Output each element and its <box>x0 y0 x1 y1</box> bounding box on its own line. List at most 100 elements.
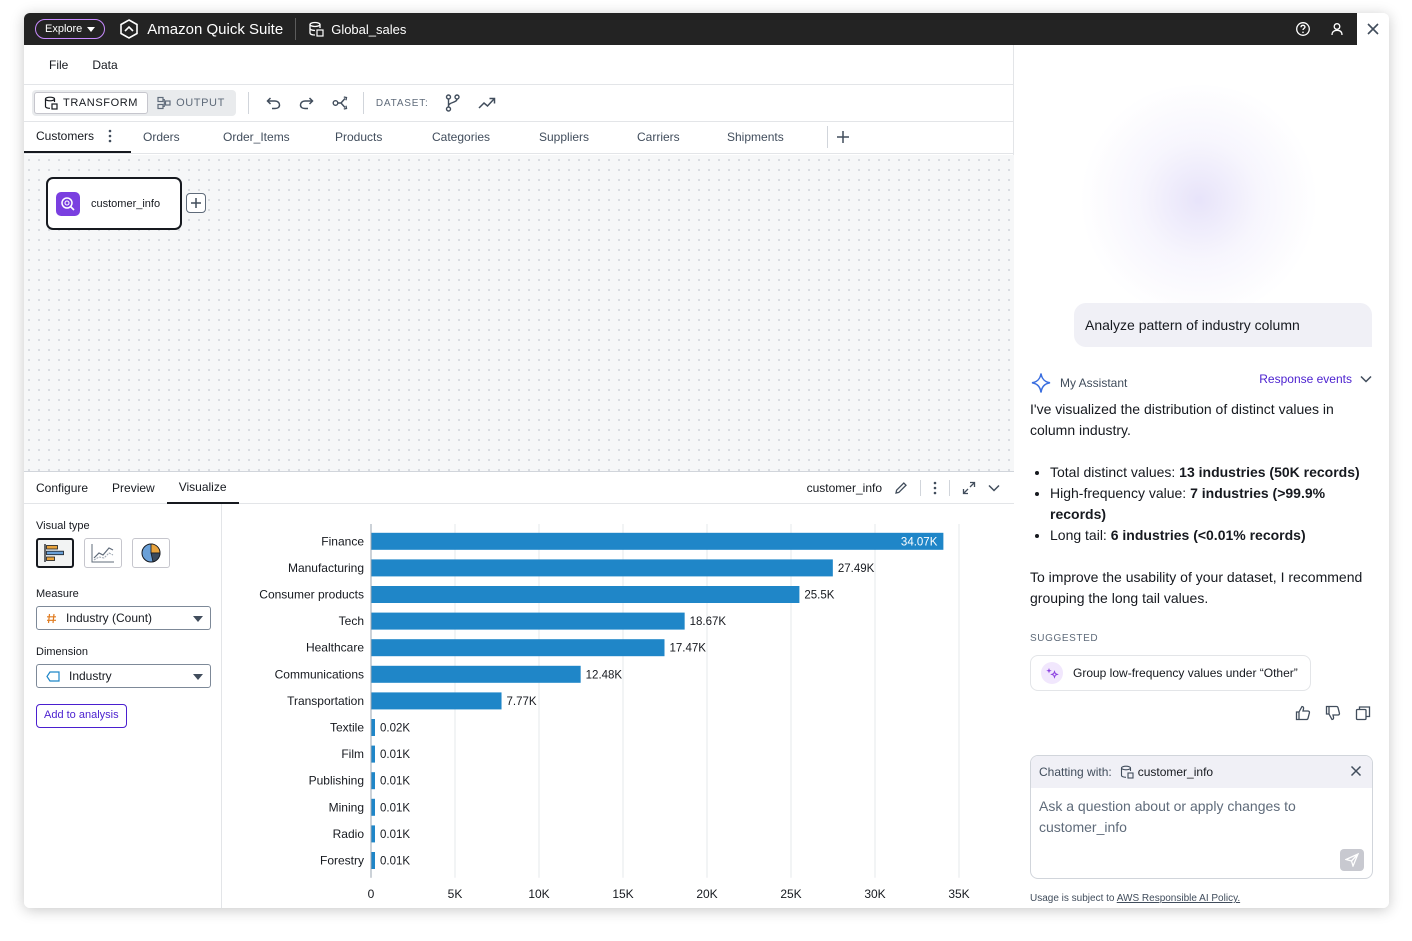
bullet-prefix: High-frequency value: <box>1050 485 1191 501</box>
trend-button[interactable] <box>475 91 499 115</box>
suggestion-chip[interactable]: Group low-frequency values under “Other” <box>1030 655 1311 691</box>
add-step-button[interactable] <box>186 193 206 213</box>
x-tick-label: 35K <box>948 887 969 901</box>
pie-chart-icon <box>141 543 161 563</box>
tab-order-items[interactable]: Order_Items <box>217 121 335 153</box>
line-chart-icon <box>91 544 114 563</box>
tab-configure[interactable]: Configure <box>24 472 100 504</box>
transform-canvas[interactable]: customer_info <box>24 155 1014 471</box>
bottom-panel: Configure Preview Visualize customer_inf… <box>24 471 1014 908</box>
user-icon[interactable] <box>1329 21 1345 37</box>
response-events-toggle[interactable]: Response events <box>1259 372 1372 386</box>
redo-button[interactable] <box>295 91 319 115</box>
dimension-value: Industry <box>69 669 112 683</box>
bar-chart-option[interactable] <box>36 538 74 568</box>
bar <box>371 719 375 736</box>
chat-composer: Chatting with: customer_info Ask a quest… <box>1030 755 1373 879</box>
more-vertical-icon[interactable] <box>108 129 112 143</box>
close-window-button[interactable] <box>1357 13 1389 45</box>
menu-file[interactable]: File <box>49 57 69 72</box>
category-label: Mining <box>329 800 364 814</box>
tab-visualize[interactable]: Visualize <box>166 472 239 504</box>
customer-info-node[interactable]: customer_info <box>46 177 182 230</box>
category-label: Textile <box>330 721 364 735</box>
data-label: 7.77K <box>507 696 537 708</box>
data-label: 0.01K <box>380 749 410 761</box>
share-flow-button[interactable] <box>329 91 353 115</box>
output-button[interactable]: OUTPUT <box>148 92 234 114</box>
horizontal-bar-icon <box>44 544 64 562</box>
add-to-analysis-button[interactable]: Add to analysis <box>36 704 127 728</box>
tab-categories[interactable]: Categories <box>432 121 539 153</box>
bar <box>371 798 375 816</box>
tab-customers[interactable]: Customers <box>24 121 131 153</box>
category-label: Consumer products <box>259 588 364 602</box>
assistant-glow <box>1074 85 1324 315</box>
suggested-label: SUGGESTED <box>1030 633 1099 644</box>
edit-pencil-icon[interactable] <box>894 481 908 495</box>
policy-link[interactable]: AWS Responsible AI Policy. <box>1116 893 1241 904</box>
caret-down-icon <box>193 616 203 622</box>
tab-carriers[interactable]: Carriers <box>637 121 727 153</box>
mode-toggle: TRANSFORM OUTPUT <box>32 90 236 116</box>
tab-shipments[interactable]: Shipments <box>727 121 827 153</box>
bar <box>371 612 685 630</box>
toolbar: TRANSFORM OUTPUT DATASET: <box>24 85 1013 122</box>
assistant-header: My Assistant Response events <box>1030 372 1372 394</box>
more-vertical-icon[interactable] <box>933 481 937 495</box>
thumbs-down-icon[interactable] <box>1325 705 1341 721</box>
brand: Amazon Quick Suite <box>119 19 283 39</box>
response-events-label: Response events <box>1259 372 1352 386</box>
measure-select[interactable]: Industry (Count) <box>36 606 211 630</box>
bottom-dataset-label: customer_info <box>806 481 882 495</box>
chat-context: Chatting with: customer_info <box>1031 756 1372 788</box>
tab-orders[interactable]: Orders <box>131 121 217 153</box>
tab-label: Shipments <box>727 130 784 144</box>
output-icon <box>157 96 171 110</box>
add-tab-button[interactable] <box>828 121 850 153</box>
tab-suppliers[interactable]: Suppliers <box>539 121 637 153</box>
tab-label: Visualize <box>178 479 227 494</box>
tab-label: Suppliers <box>539 130 590 144</box>
tab-preview[interactable]: Preview <box>100 472 167 504</box>
divider <box>362 92 364 114</box>
bar-chart-svg: 0 5K 10K 15K 20K 25K 30K 35K Finance 34.07K Manufa… <box>259 524 970 901</box>
pie-chart-option[interactable] <box>132 538 170 568</box>
close-icon[interactable] <box>1350 765 1362 777</box>
transform-button[interactable]: TRANSFORM <box>34 92 149 114</box>
chevron-down-icon[interactable] <box>988 484 1000 492</box>
thumbs-up-icon[interactable] <box>1295 705 1311 721</box>
bar <box>371 852 375 869</box>
help-icon[interactable] <box>1295 21 1311 37</box>
tab-products[interactable]: Products <box>335 121 432 153</box>
explore-dropdown[interactable]: Explore <box>35 19 106 39</box>
dataset-title[interactable]: Global_sales <box>308 21 406 37</box>
chat-input[interactable]: Ask a question about or apply changes to… <box>1039 798 1296 835</box>
quick-suite-logo-icon <box>120 19 139 39</box>
top-bar: Explore Amazon Quick Suite Global_sales <box>24 13 1357 45</box>
menu-bar: File Data <box>24 45 1013 85</box>
line-chart-option[interactable] <box>84 538 122 568</box>
dimension-select[interactable]: Industry <box>36 664 211 688</box>
visual-type-label: Visual type <box>36 520 90 532</box>
bullet-bold: 6 industries (<0.01% records) <box>1110 527 1306 543</box>
tab-label: Configure <box>36 480 89 495</box>
copy-icon[interactable] <box>1355 705 1371 721</box>
expand-icon[interactable] <box>962 481 976 495</box>
undo-button[interactable] <box>261 91 285 115</box>
x-tick-label: 0 <box>368 887 375 901</box>
branch-icon <box>445 94 460 112</box>
divider <box>949 480 950 496</box>
tab-label: Carriers <box>637 130 680 144</box>
dimension-label: Dimension <box>36 646 88 658</box>
sparkle-icon <box>1031 373 1051 393</box>
divider <box>920 480 921 496</box>
bullet-item: Long tail: 6 industries (<0.01% records) <box>1050 525 1375 546</box>
usage-prefix: Usage is subject to <box>1030 893 1117 904</box>
menu-data[interactable]: Data <box>92 57 118 72</box>
send-button[interactable] <box>1340 849 1364 871</box>
response-recommendation: To improve the usability of your dataset… <box>1030 569 1363 606</box>
data-label: 0.01K <box>380 829 410 841</box>
branch-button[interactable] <box>441 91 465 115</box>
feedback-actions <box>1295 705 1371 721</box>
